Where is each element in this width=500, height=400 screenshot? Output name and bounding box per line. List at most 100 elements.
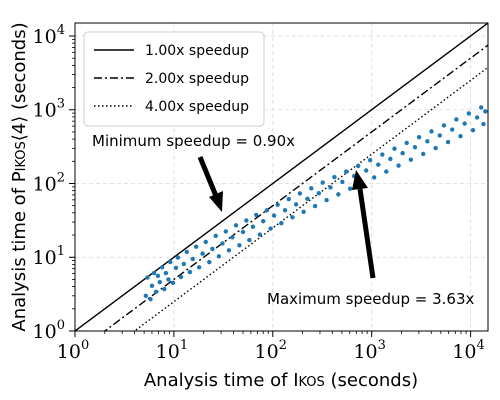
data-point	[190, 256, 195, 262]
x-tick-label: 100	[57, 338, 89, 363]
data-point	[450, 127, 455, 132]
data-point	[316, 191, 322, 196]
data-point	[301, 209, 306, 215]
data-point	[384, 169, 389, 174]
legend-entry-label: 4.00x speedup	[145, 99, 249, 115]
data-point	[408, 157, 414, 162]
y-tick-label: 100	[33, 318, 65, 343]
plot-frame	[74, 22, 489, 332]
data-point	[404, 140, 409, 146]
data-point	[392, 146, 397, 151]
data-point	[170, 280, 176, 286]
data-point	[261, 219, 266, 224]
data-point	[433, 145, 438, 151]
legend-entry-label: 1.00x speedup	[145, 43, 249, 59]
data-point	[268, 226, 273, 231]
data-point	[332, 174, 337, 180]
data-point	[153, 289, 159, 295]
data-point	[237, 243, 242, 248]
data-point	[462, 121, 467, 126]
y-tick-label: 103	[33, 97, 65, 122]
legend-entry-label: 2.00x speedup	[145, 71, 249, 87]
data-point	[181, 261, 187, 267]
data-point	[429, 129, 434, 134]
data-point	[367, 157, 373, 163]
data-point	[293, 202, 299, 207]
data-point	[149, 283, 155, 289]
annotation-maximum: Maximum speedup = 3.63x	[267, 170, 475, 308]
data-point	[151, 270, 157, 276]
data-point	[220, 241, 225, 246]
y-tick-label: 102	[33, 170, 65, 195]
data-point	[388, 156, 393, 162]
data-point	[282, 207, 288, 213]
data-point	[286, 196, 291, 202]
annotation-maximum-text: Maximum speedup = 3.63x	[267, 290, 475, 308]
x-axis-label: Analysis time of Ikos (seconds)	[144, 370, 418, 391]
data-point	[483, 109, 488, 114]
data-point	[309, 186, 314, 191]
data-point	[481, 121, 486, 127]
data-point	[441, 123, 447, 128]
data-point	[233, 223, 239, 228]
data-point	[279, 220, 284, 226]
data-point	[466, 111, 472, 116]
reference-line-dashdot	[103, 44, 488, 331]
data-point	[290, 215, 295, 220]
y-axis-label-name: Pikos	[9, 141, 30, 182]
data-point	[247, 237, 252, 243]
data-point	[162, 286, 167, 292]
data-point	[474, 115, 480, 120]
data-point	[470, 127, 476, 133]
data-point	[145, 275, 150, 280]
y-tick-label: 104	[33, 23, 65, 48]
data-point	[230, 235, 235, 240]
annotation-minimum: Minimum speedup = 0.90x	[92, 132, 295, 212]
data-point	[454, 117, 459, 122]
data-point	[240, 229, 246, 235]
annotation-minimum-arrow-shaft	[197, 156, 219, 197]
data-point	[226, 248, 232, 253]
data-point	[178, 274, 184, 280]
data-point	[336, 192, 341, 197]
x-tick-label: 102	[255, 338, 287, 363]
data-point	[355, 163, 361, 169]
legend-box	[83, 31, 265, 127]
data-point	[421, 151, 426, 157]
data-point	[187, 269, 193, 275]
data-point	[250, 224, 256, 229]
data-point	[344, 169, 349, 174]
data-point	[478, 105, 484, 110]
reference-line-dotted	[133, 66, 488, 331]
data-point	[163, 270, 169, 276]
reference-lines	[75, 23, 488, 331]
y-tick-labels: 100 101 102 103 104	[33, 23, 65, 343]
annotation-maximum-arrow-shaft	[357, 188, 376, 279]
data-point	[458, 133, 463, 139]
data-point	[166, 277, 171, 282]
data-point	[320, 180, 325, 185]
data-point	[173, 265, 179, 270]
data-point	[425, 139, 430, 144]
data-point	[223, 229, 229, 234]
data-point	[193, 244, 199, 249]
data-point	[396, 163, 401, 168]
data-point	[275, 202, 280, 207]
x-axis-label-name: Ikos	[293, 370, 325, 391]
data-point	[143, 293, 149, 299]
data-point	[148, 296, 153, 302]
data-point	[400, 150, 405, 156]
data-point	[216, 254, 222, 259]
data-point	[184, 249, 189, 255]
data-point	[376, 162, 381, 167]
data-points	[143, 105, 488, 302]
data-point	[371, 175, 377, 180]
data-point	[297, 191, 303, 196]
data-point	[159, 265, 165, 270]
data-point	[380, 152, 385, 157]
data-point	[196, 265, 202, 270]
data-point	[244, 218, 249, 223]
data-point	[324, 197, 329, 203]
data-point	[412, 145, 418, 150]
